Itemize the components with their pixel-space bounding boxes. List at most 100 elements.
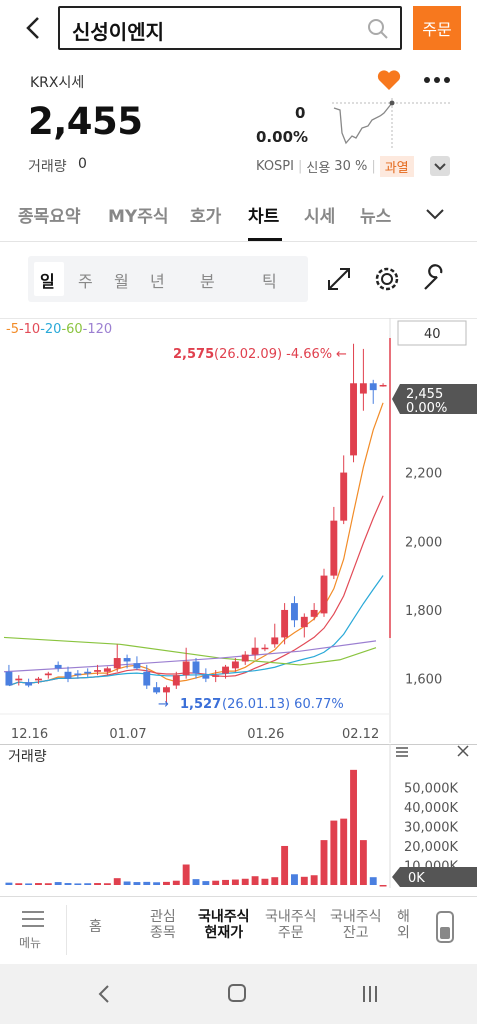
candle-body	[330, 520, 338, 576]
x-tick-label: 12.16	[11, 727, 48, 742]
y-tick-label: 1,800	[405, 604, 442, 619]
candle-body	[5, 671, 13, 686]
price-change: 0	[295, 104, 306, 122]
ma-line	[3, 640, 377, 673]
favorite-heart-icon[interactable]	[376, 68, 402, 92]
hamburger-menu-icon[interactable]	[20, 909, 46, 929]
candle-body	[44, 673, 52, 676]
active-tab-indicator	[248, 238, 282, 241]
volume-current-value: 0K	[408, 871, 425, 886]
credit-value: 30 %	[334, 159, 368, 174]
current-price-tag-pct: 0.00%	[406, 401, 447, 416]
candle-body	[241, 654, 249, 662]
nav-overseas[interactable]: 해 외	[397, 909, 410, 941]
volume-bar	[369, 877, 377, 885]
ma-legend-item: -5	[6, 322, 19, 337]
volume-current-tag	[392, 867, 477, 887]
candle-body	[369, 383, 377, 391]
candle-body	[271, 637, 279, 645]
period-month[interactable]: 월	[114, 272, 129, 291]
candle-body	[320, 575, 328, 614]
high-price-detail: (26.02.09) -4.66%	[214, 347, 332, 362]
volume-bar	[231, 879, 239, 885]
count-box	[397, 320, 467, 346]
nav-domestic-order[interactable]: 국내주식 주문	[265, 909, 317, 941]
volume-bar	[5, 882, 13, 885]
back-icon[interactable]	[18, 14, 48, 44]
chevron-down-icon[interactable]	[424, 204, 446, 224]
volume-bar	[222, 879, 229, 885]
volume-close-icon	[457, 745, 469, 757]
candle-body	[64, 671, 72, 679]
volume-bar	[340, 818, 348, 885]
nav-menu[interactable]: 메뉴	[19, 936, 42, 950]
low-arrow-icon: →	[158, 697, 169, 712]
more-icon[interactable]	[420, 68, 454, 92]
gear-icon[interactable]	[372, 264, 402, 294]
system-back-icon[interactable]	[94, 984, 114, 1004]
volume-bar	[359, 840, 367, 885]
period-tick[interactable]: 틱	[262, 272, 277, 291]
volume-bar	[271, 877, 279, 885]
candle-body	[123, 658, 131, 662]
volume-bar	[163, 881, 170, 885]
nav-watchlist[interactable]: 관심 종목	[150, 909, 176, 941]
period-day[interactable]: 일	[40, 268, 55, 292]
high-arrow-icon: ←	[336, 347, 347, 362]
candle-body	[35, 678, 42, 681]
candle-body	[222, 666, 229, 674]
candle-body	[153, 687, 161, 693]
period-minute[interactable]: 분	[200, 272, 215, 291]
candle-body	[84, 671, 92, 674]
low-price-label: 1,527	[180, 697, 221, 712]
candle-body	[163, 687, 170, 693]
volume-bar	[15, 883, 23, 885]
tab-my-stock[interactable]: MY주식	[108, 207, 169, 227]
period-week[interactable]: 주	[78, 272, 93, 291]
search-input[interactable]: 신성이엔지	[58, 6, 402, 50]
volume-panel	[0, 744, 477, 888]
nav-domestic-quote[interactable]: 국내주식 현재가	[198, 909, 250, 941]
volume-bar	[74, 883, 82, 885]
candle-body	[340, 472, 348, 521]
candle-body	[310, 609, 318, 617]
tab-summary[interactable]: 종목요약	[18, 207, 81, 227]
period-year[interactable]: 년	[150, 272, 165, 291]
system-home-icon[interactable]	[226, 982, 248, 1004]
volume-bar	[143, 881, 151, 885]
toggle-icon[interactable]	[436, 911, 454, 943]
search-value: 신성이엔지	[72, 20, 164, 44]
overheat-badge: 과열	[379, 156, 414, 177]
period-selector: 일 주 월 년 분 틱	[28, 256, 308, 302]
tab-news[interactable]: 뉴스	[360, 207, 392, 227]
system-recents-icon[interactable]	[360, 984, 380, 1004]
fullscreen-icon[interactable]	[324, 264, 354, 294]
chart-top-divider	[0, 318, 477, 319]
volume-bar	[330, 820, 338, 885]
search-icon[interactable]	[366, 17, 390, 41]
volume-bar	[192, 879, 200, 885]
ma-legend: -5-10-20-60-120	[6, 322, 112, 337]
wrench-icon[interactable]	[420, 264, 450, 294]
candle-body	[300, 616, 308, 628]
nav-home[interactable]: 홈	[89, 919, 102, 935]
candle-body	[133, 663, 141, 669]
volume-label: 거래량	[28, 159, 67, 175]
tab-price[interactable]: 시세	[304, 207, 336, 227]
nav-domestic-balance[interactable]: 국내주식 잔고	[330, 909, 382, 941]
candle-body	[379, 384, 387, 387]
bottom-nav: 메뉴 홈 관심 종목 국내주식 현재가 국내주식 주문 국내주식 잔고 해 외	[0, 896, 477, 964]
volume-bar	[94, 883, 101, 885]
tab-orderbook[interactable]: 호가	[190, 207, 222, 227]
volume-bar	[64, 883, 72, 885]
volume-bar	[182, 864, 190, 885]
price-chart[interactable]: 2,4002,2002,0001,8001,60012.1601.0701.26…	[0, 318, 477, 743]
y-tick-label: 2,000	[405, 535, 442, 550]
market-info-row: KOSPI | 신용 30 % | 과열	[256, 156, 414, 177]
candle-body	[54, 664, 62, 669]
candle-body	[182, 661, 190, 676]
tab-chart[interactable]: 차트	[248, 207, 280, 227]
order-button[interactable]: 주문	[413, 6, 461, 50]
expand-quote-button[interactable]	[430, 156, 450, 176]
ma-legend-item: -10	[18, 322, 41, 337]
